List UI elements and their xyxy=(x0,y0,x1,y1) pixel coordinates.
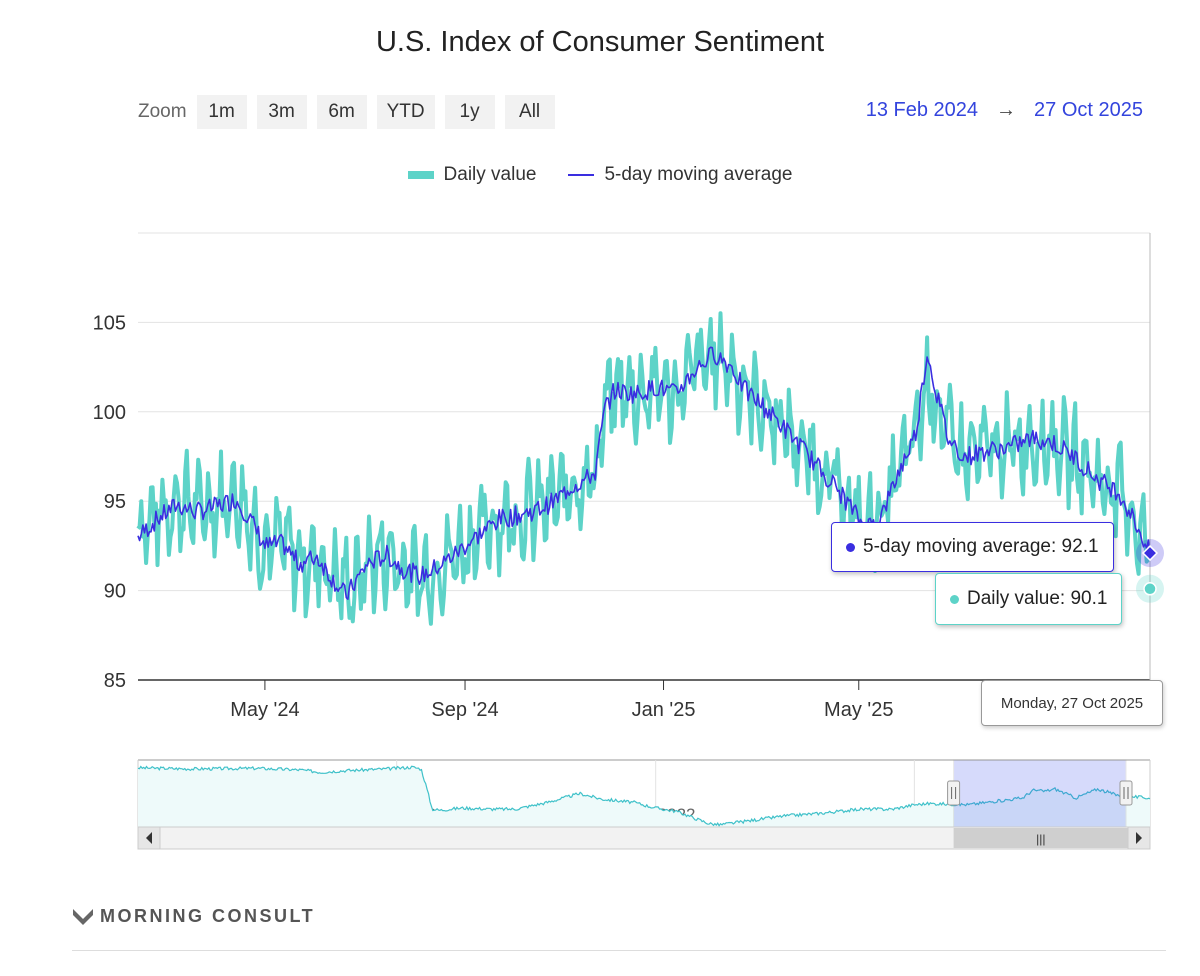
y-tick-label: 85 xyxy=(104,670,126,692)
y-tick-label: 95 xyxy=(104,491,126,513)
y-tick-label: 100 xyxy=(93,402,126,424)
legend-ma-swatch xyxy=(568,174,595,176)
zoom-6m-button[interactable]: 6m xyxy=(316,95,367,129)
zoom-1y-button[interactable]: 1y xyxy=(444,95,495,129)
legend: Daily value 5-day moving average xyxy=(0,164,1200,186)
ma-hover-point xyxy=(1141,544,1159,562)
legend-daily-label: Daily value xyxy=(443,164,537,185)
chart-title: U.S. Index of Consumer Sentiment xyxy=(375,26,825,58)
scroll-left-icon xyxy=(146,832,152,844)
range-to-date[interactable]: 27 Oct 2025 xyxy=(1034,99,1143,121)
scroll-right-icon xyxy=(1136,832,1142,844)
zoom-1m-button[interactable]: 1m xyxy=(196,95,247,129)
scrollbar-thumb[interactable] xyxy=(953,828,1128,848)
tooltip-daily-text: Daily value: 90.1 xyxy=(967,588,1108,609)
tooltip-moving-average: 5-day moving average: 92.1 xyxy=(831,522,1114,572)
scrollbar-grip-icon: ||| xyxy=(1036,832,1045,846)
x-tick-label: May '24 xyxy=(230,699,299,721)
date-range: 13 Feb 2024 → 27 Oct 2025 xyxy=(866,99,1143,122)
morning-consult-logo-icon xyxy=(73,908,93,925)
navigator-series-area xyxy=(138,766,1150,827)
tooltip-daily-dot xyxy=(950,594,959,604)
y-tick-label: 90 xyxy=(104,581,126,603)
navigator-left-handle[interactable] xyxy=(947,780,961,806)
navigator-selection xyxy=(953,759,1127,828)
x-tick-label: Sep '24 xyxy=(431,699,498,721)
series-daily-value xyxy=(136,311,1152,626)
daily-hover-point xyxy=(1143,582,1157,596)
y-tick-label: 105 xyxy=(93,312,126,334)
zoom-ytd-button[interactable]: YTD xyxy=(376,95,435,129)
zoom-all-button[interactable]: All xyxy=(504,95,555,129)
footer-divider xyxy=(72,950,1166,951)
brand-name: MORNING CONSULT xyxy=(100,906,316,926)
tooltip-ma-text: 5-day moving average: 92.1 xyxy=(863,536,1099,557)
range-arrow-icon: → xyxy=(996,99,1017,121)
legend-daily-swatch xyxy=(407,171,434,179)
zoom-label: Zoom xyxy=(138,101,187,122)
range-from-date[interactable]: 13 Feb 2024 xyxy=(865,99,979,121)
legend-ma-label: 5-day moving average xyxy=(604,164,793,185)
x-tick-label: May '25 xyxy=(824,699,893,721)
brand-logo: MORNING CONSULT xyxy=(72,906,315,927)
tooltip-ma-dot xyxy=(846,542,855,552)
zoom-bar: Zoom 1m 3m 6m YTD 1y All xyxy=(138,95,565,129)
navigator-series-line xyxy=(137,765,1151,827)
navigator-right-handle[interactable] xyxy=(1119,780,1133,806)
tooltip-date: Monday, 27 Oct 2025 xyxy=(981,680,1163,726)
zoom-3m-button[interactable]: 3m xyxy=(256,95,307,129)
tooltip-daily-value: Daily value: 90.1 xyxy=(935,573,1123,625)
series-5-day-moving-average xyxy=(137,346,1151,600)
legend-item-ma[interactable]: 5-day moving average xyxy=(568,164,792,186)
legend-item-daily[interactable]: Daily value xyxy=(407,164,537,186)
x-tick-label: Jan '25 xyxy=(632,699,696,721)
